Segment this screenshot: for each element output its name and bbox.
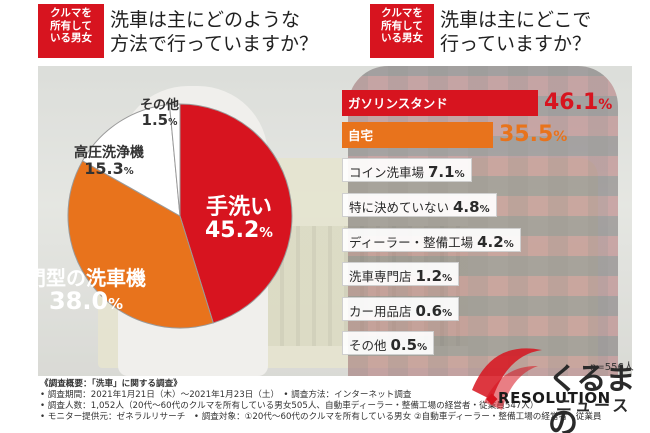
bar-box: その他 0.5%	[342, 331, 435, 355]
audience-badge-left: クルマを 所有して いる男女	[38, 4, 104, 58]
bar-box: カー用品店 0.6%	[342, 297, 460, 321]
bar-fill	[342, 122, 493, 148]
bar-row-coin-wash: コイン洗車場 7.1%	[342, 158, 622, 184]
sample-size-note: n=556人	[590, 362, 634, 373]
method-pie-chart	[67, 103, 293, 329]
bar-row-wash-shop: 洗車専門店 1.2%	[342, 262, 622, 288]
pie-label-hand-wash: 手洗い 45.2%	[205, 195, 273, 244]
person-right-shape	[348, 66, 618, 376]
bar-row-car-shop: カー用品店 0.6%	[342, 297, 622, 323]
audience-badge-right: クルマを 所有して いる男女	[370, 4, 434, 58]
bar-label: 自宅	[348, 128, 374, 143]
bar-value: 46.1%	[544, 90, 613, 115]
bar-row-other: その他 0.5%	[342, 331, 622, 357]
pie-label-other: その他 1.5%	[140, 98, 180, 129]
pie-slice-hand-wash	[179, 103, 293, 324]
bar-box: 洗車専門店 1.2%	[342, 262, 460, 286]
bar-fill	[342, 90, 538, 116]
bar-row-gas-station: ガソリンスタンド 46.1%	[342, 90, 622, 116]
bar-row-home: 自宅 35.5%	[342, 122, 622, 148]
question-left: 洗車は主にどのような 方法で行っていますか？	[110, 9, 319, 55]
pie-label-pressure-washer: 高圧洗浄機 15.3%	[74, 145, 144, 178]
bar-row-undecided: 特に決めていない 4.8%	[342, 193, 622, 219]
kuruma-news-logo: くるまの ニュース	[548, 362, 635, 433]
survey-overview: 《調査概要：「洗車」に関する調査》 • 調査期間：2021年1月21日（木）〜2…	[40, 379, 602, 423]
pie-slice-gate-wash	[67, 160, 214, 329]
bar-box: ディーラー・整備工場 4.2%	[342, 228, 521, 252]
brand-swoosh-icon	[472, 348, 542, 410]
bar-label: ガソリンスタンド	[348, 96, 448, 111]
bar-value: 35.5%	[499, 122, 568, 147]
survey-line: 《調査概要：「洗車」に関する調査》	[40, 379, 182, 389]
pie-slice-other	[168, 103, 181, 217]
resolution-logo: ◆RESOLUTION	[486, 389, 611, 407]
survey-line: • 調査期間：2021年1月21日（木）〜2021年1月23日（土） • 調査方…	[40, 390, 412, 400]
question-right: 洗車は主にどこで 行っていますか？	[440, 9, 592, 55]
resolution-logo-mark-icon: ◆	[486, 389, 499, 407]
pie-label-gate-wash: 門型の洗車機 38.0%	[26, 266, 146, 315]
pie-slice-pressure-washer	[81, 103, 181, 217]
bar-box: コイン洗車場 7.1%	[342, 158, 472, 182]
bar-box: 特に決めていない 4.8%	[342, 193, 497, 217]
survey-line: • モニター提供元：ゼネラルリサーチ • 調査対象：①20代〜60代のクルマを所…	[40, 412, 602, 422]
bar-row-dealer: ディーラー・整備工場 4.2%	[342, 228, 622, 254]
survey-line: • 調査人数：1,052人（20代〜60代のクルマを所有している男女505人、自…	[40, 401, 539, 411]
